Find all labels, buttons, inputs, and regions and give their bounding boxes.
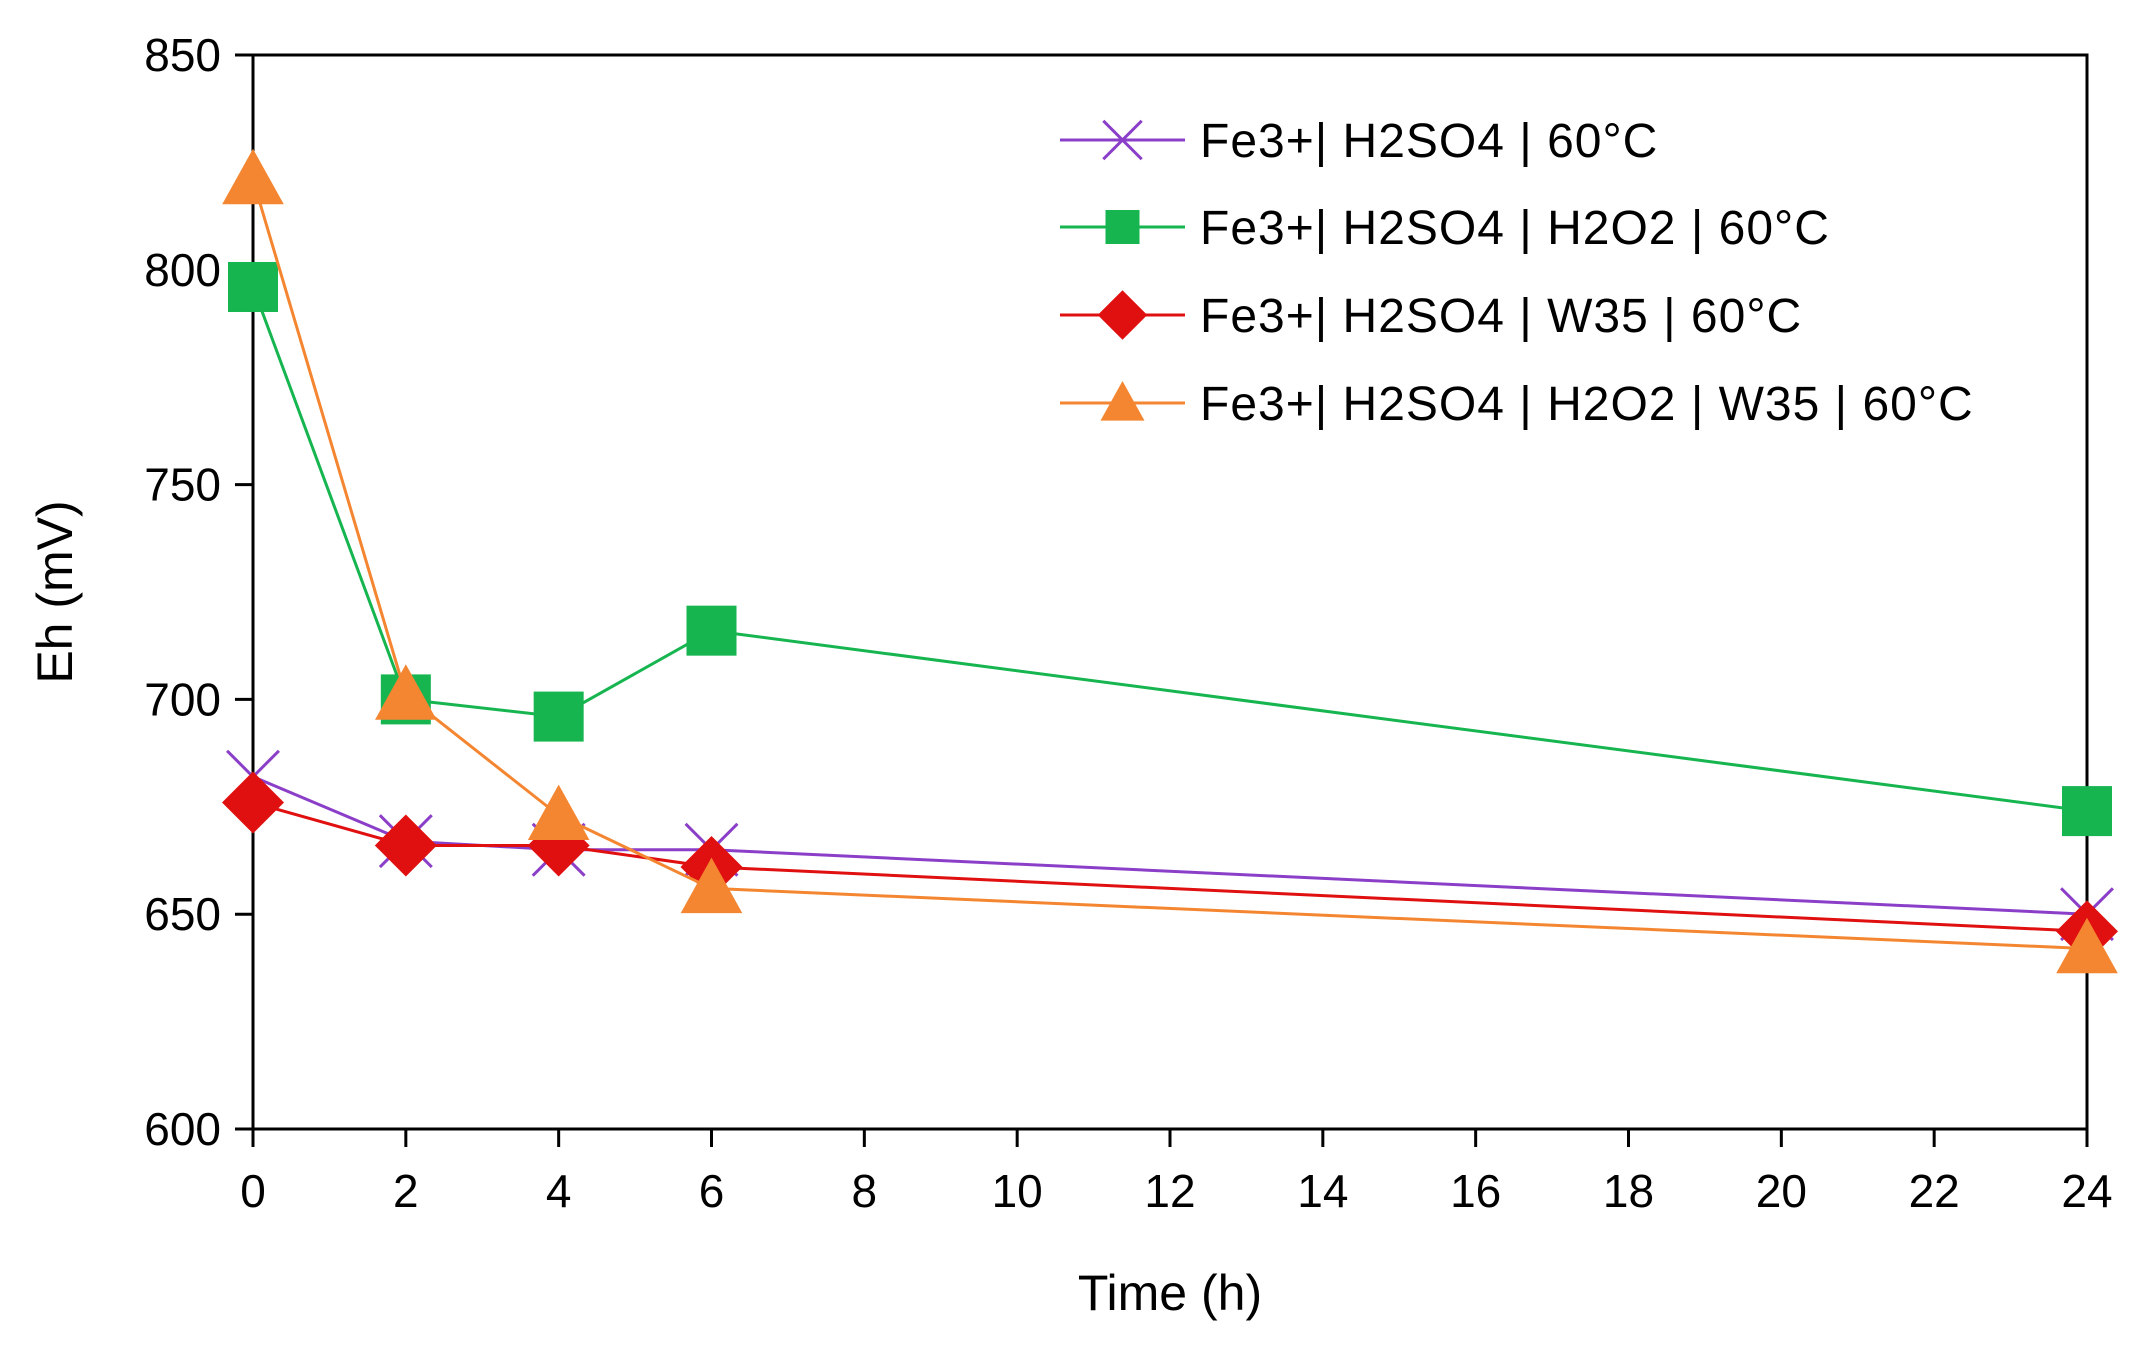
y-tick-label: 800	[144, 244, 221, 296]
data-point	[2056, 917, 2118, 974]
data-point	[533, 691, 584, 742]
x-tick-label: 8	[852, 1165, 878, 1217]
x-tick-label: 6	[699, 1165, 725, 1217]
legend-marker	[1097, 290, 1148, 340]
series-2	[228, 261, 2112, 837]
y-tick-label: 600	[144, 1103, 221, 1155]
y-tick-label: 750	[144, 459, 221, 511]
x-tick-label: 12	[1144, 1165, 1195, 1217]
legend-label: Fe3+| H2SO4 | H2O2 | 60°C	[1200, 202, 1830, 255]
data-point	[228, 261, 278, 312]
legend-label: Fe3+| H2SO4 | W35 | 60°C	[1200, 290, 1802, 343]
x-tick-label: 14	[1297, 1165, 1348, 1217]
x-tick-label: 0	[240, 1165, 266, 1217]
x-tick-label: 2	[393, 1165, 419, 1217]
legend-entry: Fe3+| H2SO4 | W35 | 60°C	[1060, 290, 1802, 343]
x-tick-label: 18	[1603, 1165, 1654, 1217]
data-point	[680, 857, 743, 914]
series-line	[251, 286, 2088, 813]
data-point	[527, 784, 590, 841]
marker-stroke	[1102, 119, 1143, 161]
data-point	[2062, 786, 2112, 837]
y-tick-label: 700	[144, 673, 221, 725]
x-tick-label: 16	[1450, 1165, 1501, 1217]
series-layer	[222, 148, 2118, 974]
y-axis-title: Eh (mV)	[27, 500, 83, 683]
legend-marker	[1102, 119, 1143, 161]
legend-entry: Fe3+| H2SO4 | H2O2 | 60°C	[1060, 202, 1830, 255]
y-tick-label: 850	[144, 29, 221, 81]
series-line	[251, 179, 2088, 951]
x-tick-label: 24	[2061, 1165, 2112, 1217]
x-axis-title: Time (h)	[1078, 1265, 1262, 1321]
legend-marker	[1100, 381, 1145, 421]
x-tick-label: 20	[1756, 1165, 1807, 1217]
x-tick-label: 4	[546, 1165, 572, 1217]
data-point	[375, 664, 437, 720]
legend-entry: Fe3+| H2SO4 | 60°C	[1060, 115, 1658, 168]
data-point	[374, 814, 437, 877]
x-tick-label: 22	[1909, 1165, 1960, 1217]
legend: Fe3+| H2SO4 | 60°C Fe3+| H2SO4 | H2O2 | 6…	[1060, 115, 1974, 431]
y-tick-label: 650	[144, 888, 221, 940]
legend-label: Fe3+| H2SO4 | 60°C	[1200, 115, 1658, 168]
legend-marker	[1105, 210, 1140, 244]
series-3	[222, 771, 2118, 963]
legend-label: Fe3+| H2SO4 | H2O2 | W35 | 60°C	[1200, 378, 1974, 431]
data-point	[686, 605, 737, 656]
series-4	[222, 148, 2118, 974]
data-point	[222, 771, 284, 834]
data-point	[222, 148, 284, 205]
x-tick-label: 10	[992, 1165, 1043, 1217]
legend-entry: Fe3+| H2SO4 | H2O2 | W35 | 60°C	[1060, 378, 1974, 431]
series-line	[252, 801, 2088, 933]
